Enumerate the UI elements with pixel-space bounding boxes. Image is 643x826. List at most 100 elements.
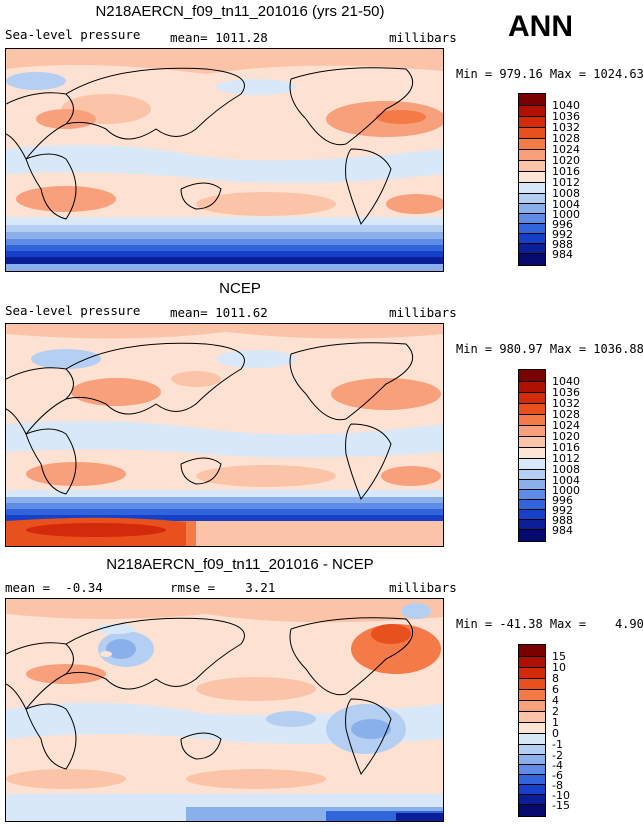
- panel1-title: N218AERCN_f09_tn11_201016 (yrs 21-50): [95, 3, 385, 20]
- colorbar-swatch: [519, 370, 545, 381]
- colorbar-label: 2: [552, 705, 559, 718]
- colorbar-swatch: [519, 116, 545, 127]
- colorbar-label: 1028: [552, 408, 580, 421]
- colorbar-label: 1020: [552, 430, 580, 443]
- panel2-colorbar: [518, 369, 546, 542]
- colorbar-label: 1028: [552, 132, 580, 145]
- panel1-variable: Sea-level pressure: [5, 27, 141, 42]
- colorbar-swatch: [519, 105, 545, 116]
- colorbar-label: -15: [552, 799, 570, 812]
- colorbar-swatch: [519, 403, 545, 414]
- colorbar-label: 1020: [552, 154, 580, 167]
- colorbar-swatch: [519, 171, 545, 182]
- colorbar-swatch: [519, 425, 545, 436]
- colorbar-swatch: [519, 754, 545, 764]
- colorbar-swatch: [519, 381, 545, 392]
- colorbar-swatch: [519, 774, 545, 784]
- colorbar-swatch: [519, 392, 545, 403]
- colorbar-swatch: [519, 722, 545, 733]
- colorbar-label: 996: [552, 218, 573, 231]
- panel1-colorbar: [518, 93, 546, 266]
- panel3-mean: mean = -0.34: [5, 580, 103, 595]
- colorbar-label: 1016: [552, 165, 580, 178]
- panel3-units: millibars: [389, 580, 457, 595]
- colorbar-label: 992: [552, 228, 573, 241]
- colorbar-swatch: [519, 243, 545, 253]
- colorbar-swatch: [519, 656, 545, 667]
- panel2-minmax: Min = 980.97 Max = 1036.88: [456, 342, 643, 356]
- colorbar-label: -2: [552, 749, 563, 762]
- colorbar-label: -10: [552, 789, 570, 802]
- colorbar-swatch: [519, 94, 545, 105]
- season-label: ANN: [508, 10, 573, 43]
- colorbar-swatch: [519, 127, 545, 138]
- colorbar-swatch: [519, 519, 545, 529]
- colorbar-swatch: [519, 764, 545, 774]
- colorbar-label: 1012: [552, 176, 580, 189]
- colorbar-label: 1036: [552, 386, 580, 399]
- colorbar-label: -4: [552, 759, 563, 772]
- colorbar-swatch: [519, 160, 545, 171]
- panel2-map-field: [6, 324, 443, 546]
- colorbar-swatch: [519, 489, 545, 499]
- panel2-mean: mean= 1011.62: [170, 305, 268, 320]
- colorbar-swatch: [519, 149, 545, 160]
- colorbar-swatch: [519, 700, 545, 711]
- colorbar-swatch: [519, 203, 545, 213]
- colorbar-label: 1032: [552, 121, 580, 134]
- colorbar-label: 984: [552, 524, 573, 537]
- colorbar-label: 1008: [552, 187, 580, 200]
- colorbar-swatch: [519, 678, 545, 689]
- panel2-units: millibars: [389, 305, 457, 320]
- panel1-map-field: [6, 49, 443, 271]
- colorbar-label: 988: [552, 514, 573, 527]
- colorbar-label: 0: [552, 727, 559, 740]
- colorbar-swatch: [519, 458, 545, 469]
- colorbar-label: -8: [552, 779, 563, 792]
- colorbar-swatch: [519, 804, 545, 816]
- colorbar-label: 10: [552, 661, 566, 674]
- colorbar-label: 1000: [552, 484, 580, 497]
- panel3-minmax: Min = -41.38 Max = 4.90: [456, 617, 643, 631]
- colorbar-label: 4: [552, 694, 559, 707]
- colorbar-swatch: [519, 253, 545, 265]
- colorbar-label: 988: [552, 238, 573, 251]
- colorbar-swatch: [519, 447, 545, 458]
- colorbar-label: 992: [552, 504, 573, 517]
- colorbar-label: 1008: [552, 463, 580, 476]
- colorbar-label: 1004: [552, 198, 580, 211]
- colorbar-label: 8: [552, 672, 559, 685]
- colorbar-label: 1000: [552, 208, 580, 221]
- colorbar-label: 1024: [552, 419, 580, 432]
- panel1-map: [5, 48, 444, 272]
- panel2-title: NCEP: [219, 280, 261, 297]
- colorbar-label: 1: [552, 716, 559, 729]
- colorbar-label: 1024: [552, 143, 580, 156]
- colorbar-label: 984: [552, 248, 573, 261]
- colorbar-swatch: [519, 223, 545, 233]
- panel3-map-field: [6, 599, 443, 821]
- colorbar-label: 1032: [552, 397, 580, 410]
- panel3-map: [5, 598, 444, 822]
- colorbar-swatch: [519, 509, 545, 519]
- colorbar-swatch: [519, 689, 545, 700]
- colorbar-label: 1004: [552, 474, 580, 487]
- colorbar-swatch: [519, 469, 545, 479]
- colorbar-swatch: [519, 711, 545, 722]
- panel2-variable: Sea-level pressure: [5, 303, 141, 318]
- panel3-colorbar: [518, 644, 546, 817]
- colorbar-swatch: [519, 182, 545, 193]
- colorbar-swatch: [519, 667, 545, 678]
- colorbar-swatch: [519, 436, 545, 447]
- colorbar-swatch: [519, 744, 545, 754]
- colorbar-swatch: [519, 733, 545, 744]
- colorbar-swatch: [519, 138, 545, 149]
- colorbar-label: -6: [552, 769, 563, 782]
- colorbar-label: 1036: [552, 110, 580, 123]
- colorbar-swatch: [519, 193, 545, 203]
- colorbar-label: 1040: [552, 99, 580, 112]
- colorbar-swatch: [519, 479, 545, 489]
- panel1-minmax: Min = 979.16 Max = 1024.63: [456, 67, 643, 81]
- colorbar-swatch: [519, 784, 545, 794]
- panel2-map: [5, 323, 444, 547]
